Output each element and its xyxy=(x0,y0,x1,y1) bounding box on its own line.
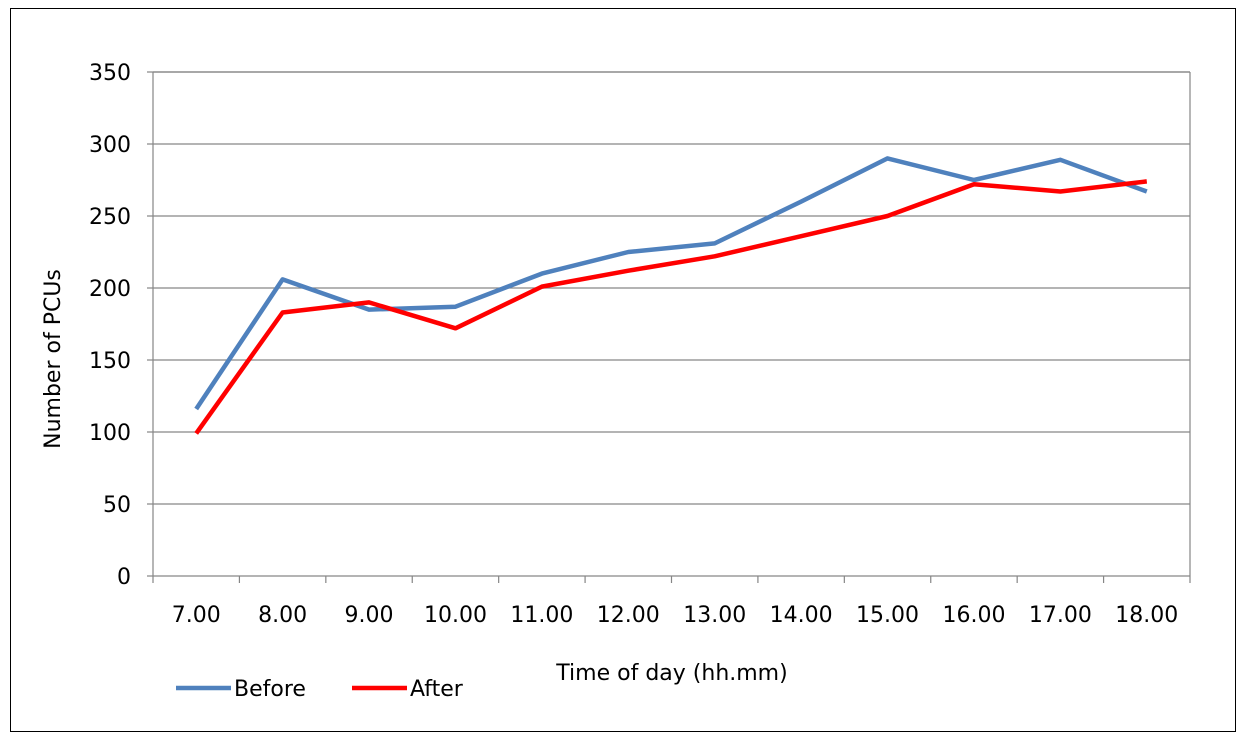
chart-frame xyxy=(10,8,1236,732)
data-point-before xyxy=(1058,157,1063,162)
data-point-after xyxy=(1144,179,1149,184)
x-tick-label: 14.00 xyxy=(770,603,833,628)
data-point-before xyxy=(367,307,372,312)
data-point-before xyxy=(712,241,717,246)
x-tick-label: 9.00 xyxy=(345,603,394,628)
data-point-before xyxy=(194,406,199,411)
series-line-before xyxy=(194,156,1148,411)
data-point-before xyxy=(539,271,544,276)
data-point-after xyxy=(799,234,804,239)
y-axis-label: Number of PCUs xyxy=(41,269,66,449)
x-tick-label: 7.00 xyxy=(172,603,221,628)
y-tick-labels: 0 50 100 150 200 250 300 350 xyxy=(89,61,131,590)
y-tick-label: 50 xyxy=(103,493,131,518)
x-tick-label: 12.00 xyxy=(597,603,660,628)
y-tick-label: 150 xyxy=(89,349,131,374)
data-point-after xyxy=(194,431,199,436)
y-tick-label: 100 xyxy=(89,421,131,446)
x-tick-label: 15.00 xyxy=(856,603,919,628)
data-point-before xyxy=(626,250,631,255)
x-tick-label: 18.00 xyxy=(1115,603,1178,628)
data-point-after xyxy=(280,310,285,315)
y-tick-label: 350 xyxy=(89,61,131,86)
x-tick-label: 17.00 xyxy=(1029,603,1092,628)
x-tick-label: 16.00 xyxy=(942,603,1005,628)
data-point-after xyxy=(367,300,372,305)
data-point-before xyxy=(885,156,890,161)
y-tick-label: 300 xyxy=(89,133,131,158)
x-tick-labels: 7.00 8.00 9.00 10.00 11.00 12.00 13.00 14.00 15.… xyxy=(172,603,1179,628)
series-lines xyxy=(194,156,1149,436)
y-tick-label: 250 xyxy=(89,205,131,230)
data-point-before xyxy=(280,277,285,282)
x-tick-label: 8.00 xyxy=(258,603,307,628)
legend: Before After xyxy=(176,677,464,702)
data-point-before xyxy=(1144,189,1149,194)
data-point-before xyxy=(971,178,976,183)
gridlines xyxy=(153,71,1190,505)
data-point-after xyxy=(626,268,631,273)
data-point-after xyxy=(1058,189,1063,194)
x-tick-label: 11.00 xyxy=(510,603,573,628)
legend-label-after: After xyxy=(410,677,464,702)
x-axis-label: Time of day (hh.mm) xyxy=(555,661,787,686)
data-point-after xyxy=(971,182,976,187)
x-tick-label: 13.00 xyxy=(683,603,746,628)
y-tick-label: 200 xyxy=(89,277,131,302)
y-tick-label: 0 xyxy=(117,565,131,590)
x-tick-label: 10.00 xyxy=(424,603,487,628)
data-point-after xyxy=(453,326,458,331)
series-line-after xyxy=(194,179,1148,435)
data-point-before xyxy=(799,199,804,204)
data-point-after xyxy=(539,284,544,289)
data-point-after xyxy=(885,214,890,219)
axes xyxy=(147,71,1191,583)
data-point-after xyxy=(712,254,717,259)
data-point-before xyxy=(453,304,458,309)
legend-label-before: Before xyxy=(234,677,306,702)
